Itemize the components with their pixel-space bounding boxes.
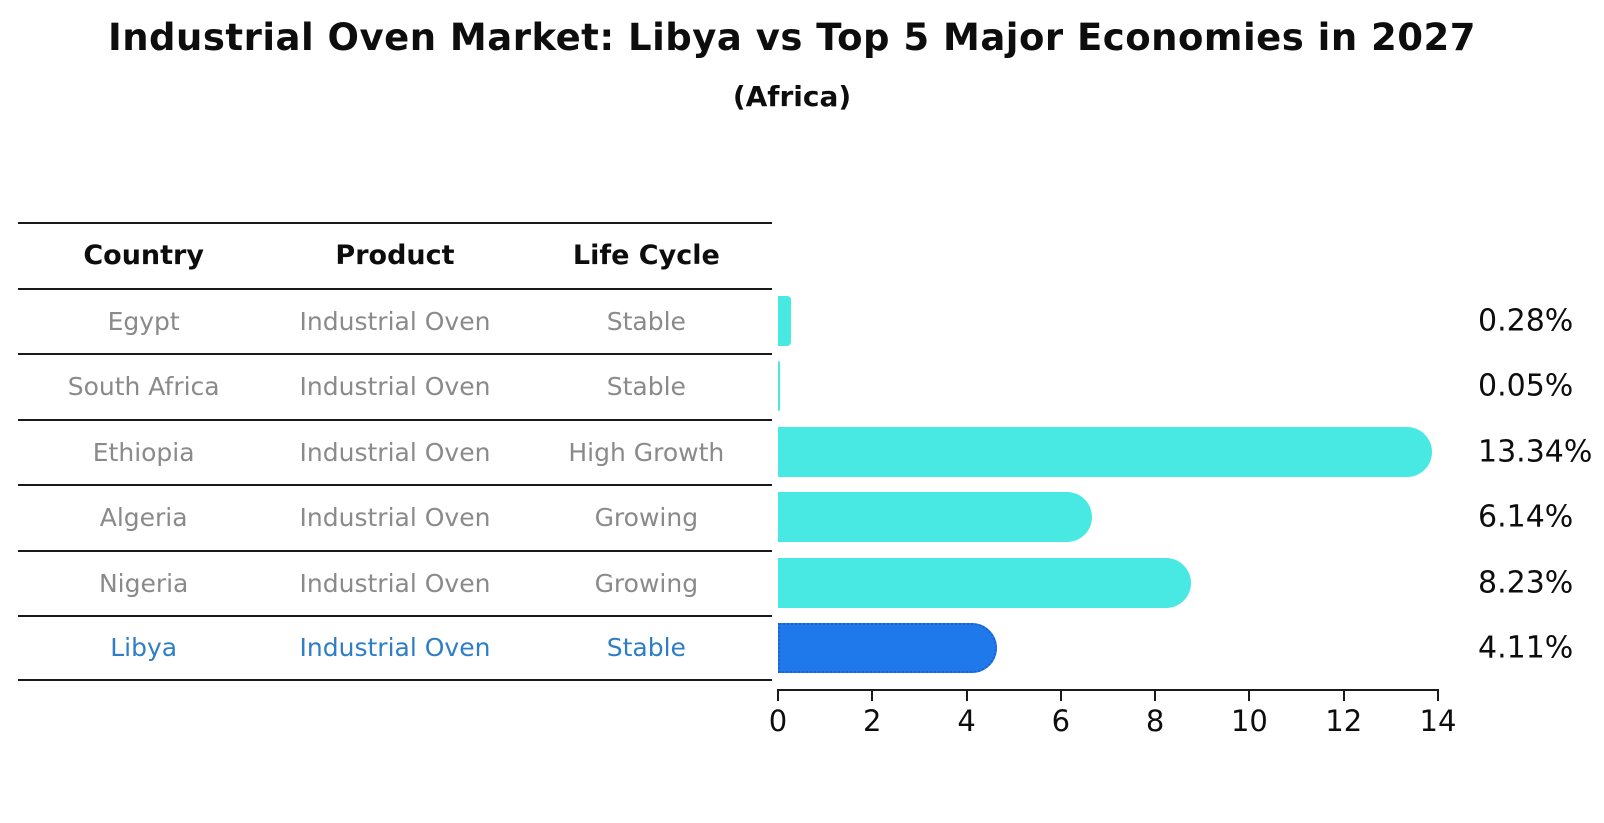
table-row: Nigeria Industrial Oven Growing (18, 549, 772, 616)
bar-value-label: 8.23% (1478, 565, 1574, 600)
table-row: Ethiopia Industrial Oven High Growth (18, 418, 772, 485)
table-cell-product: Industrial Oven (299, 372, 491, 402)
table-cell-product: Industrial Oven (299, 568, 491, 598)
table-cell-lifecycle: Stable (606, 372, 686, 402)
bar-value-label: 6.14% (1478, 499, 1574, 535)
chart-title: Industrial Oven Market: Libya vs Top 5 M… (107, 16, 1477, 59)
table-cell-country: Ethiopia (92, 437, 195, 467)
x-axis-tick-label: 14 (1419, 703, 1457, 738)
table-cell-product: Industrial Oven (299, 503, 491, 533)
x-axis-tick-mark (965, 690, 968, 701)
x-axis-tick-mark (1059, 690, 1062, 701)
bar (778, 492, 1093, 542)
bar-value-label: 4.11% (1478, 630, 1574, 666)
x-axis-tick-label: 8 (1145, 703, 1165, 738)
info-table: Country Product Life Cycle Egypt Industr… (18, 222, 772, 681)
table-header-row: Country Product Life Cycle (18, 222, 772, 288)
table-cell-country: Libya (110, 633, 178, 663)
table-cell-lifecycle: High Growth (568, 437, 725, 467)
table-cell-lifecycle: Growing (594, 503, 699, 533)
table-cell-lifecycle: Stable (606, 633, 686, 663)
x-axis-tick-label: 6 (1051, 703, 1071, 738)
column-header-lifecycle: Life Cycle (572, 240, 720, 272)
x-axis-tick-label: 2 (863, 703, 882, 738)
table-cell-product: Industrial Oven (299, 306, 491, 336)
chart-subtitle: (Africa) (732, 80, 852, 113)
table-cell-country: South Africa (67, 372, 220, 402)
x-axis-tick-label: 10 (1230, 703, 1268, 738)
bar (778, 623, 997, 673)
table-cell-country: Egypt (107, 306, 180, 336)
bar (778, 557, 1191, 608)
table-cell-lifecycle: Stable (606, 306, 686, 336)
x-axis-tick-label: 4 (957, 703, 976, 738)
bar (778, 361, 781, 411)
table-cell-product: Industrial Oven (299, 633, 491, 663)
bar-value-label: 0.05% (1478, 368, 1574, 404)
x-axis-tick-label: 12 (1325, 703, 1363, 738)
bar (778, 426, 1432, 477)
bar-value-label: 13.34% (1478, 434, 1593, 469)
table-cell-country: Algeria (99, 503, 188, 533)
x-axis-tick-mark (1154, 690, 1157, 701)
table-row: Libya Industrial Oven Stable (18, 615, 772, 681)
table-cell-country: Nigeria (98, 568, 189, 598)
table-row: Algeria Industrial Oven Growing (18, 484, 772, 550)
column-header-product: Product (335, 240, 455, 272)
table-body: Egypt Industrial Oven Stable South Afric… (18, 287, 772, 681)
x-axis-line (777, 688, 1439, 691)
x-axis-tick-mark (1342, 690, 1345, 701)
table-row: South Africa Industrial Oven Stable (18, 353, 772, 419)
column-header-country: Country (83, 240, 204, 272)
bar (778, 295, 792, 346)
x-axis-tick-mark (777, 690, 779, 701)
x-axis-tick-mark (871, 690, 874, 701)
x-axis-tick-label: 0 (768, 703, 788, 738)
table-cell-lifecycle: Growing (594, 568, 699, 598)
table-row: Egypt Industrial Oven Stable (18, 287, 772, 354)
table-cell-product: Industrial Oven (299, 437, 491, 467)
x-axis-tick-mark (1437, 690, 1439, 701)
x-axis-tick-mark (1248, 690, 1251, 701)
bar-value-label: 0.28% (1478, 303, 1574, 338)
